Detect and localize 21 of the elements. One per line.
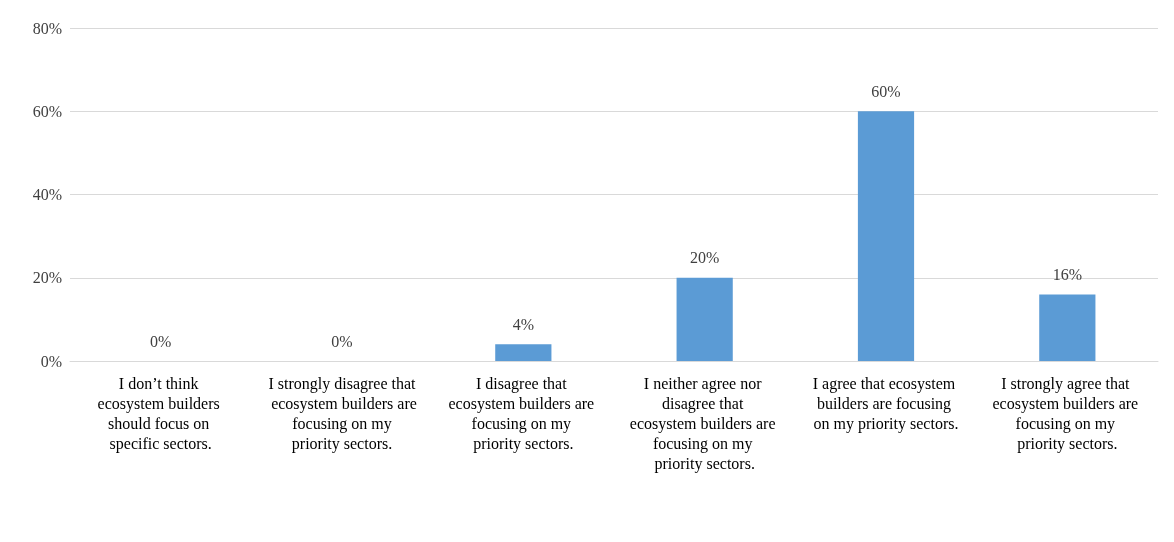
x-tick-label: I don’t think ecosystem builders should focus on specific sectors. [97,374,224,453]
y-tick-label: 60% [32,102,62,120]
y-tick-label: 40% [32,186,62,203]
x-tick-label: I neither agree nor disagree that ecosystem builders are focusing on my priority sectors. [629,374,780,473]
bar [676,277,733,361]
x-tick-label: I strongly disagree that ecosystem builders are focusing on my priority sectors. [267,374,417,453]
data-label: 16% [1052,265,1082,283]
data-label: 0% [331,332,353,350]
data-label: 4% [512,315,534,333]
bar [1039,294,1096,361]
y-tick-label: 0% [40,352,62,370]
bar [857,111,915,361]
data-label: 20% [690,249,720,267]
y-tick-label: 80% [32,19,62,37]
data-label: 60% [871,82,901,100]
x-tick-label: I disagree that ecosystem builders are focusing on my priority sectors. [448,374,599,453]
data-label: 0% [150,332,172,350]
bar [495,344,552,361]
y-tick-label: 20% [32,269,62,287]
x-tick-label: I strongly agree that ecosystem builders are focusing on my priority sectors. [992,374,1143,453]
x-tick-label: I agree that ecosystem builders are focusing on my priority sectors. [812,374,960,433]
